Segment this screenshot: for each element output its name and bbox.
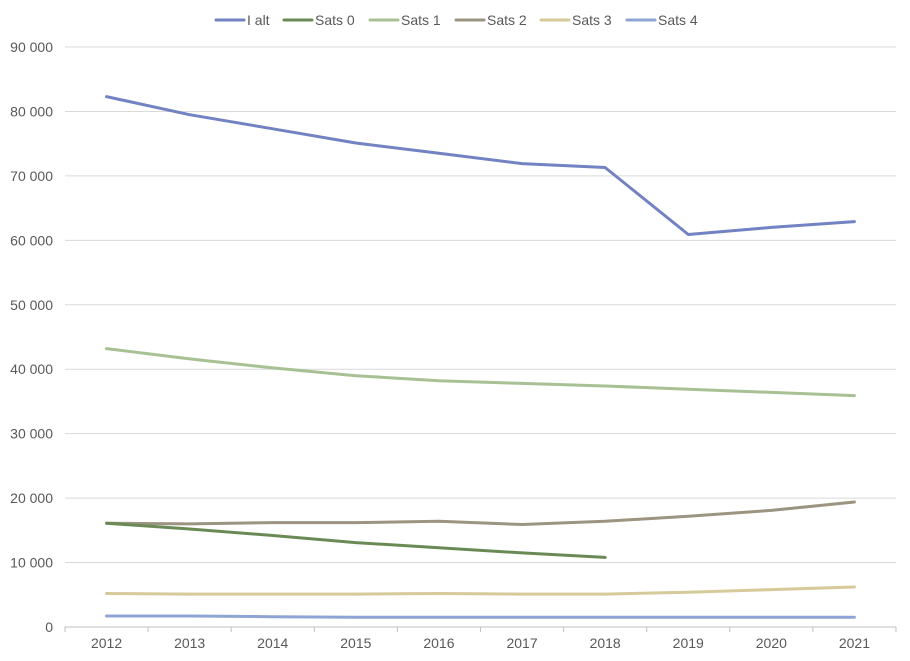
series-line	[105, 521, 607, 559]
series-line	[105, 585, 856, 596]
legend-label: Sats 4	[658, 12, 698, 28]
x-tick-label: 2017	[506, 635, 537, 651]
series-line	[105, 95, 856, 236]
y-tick-label: 80 000	[10, 103, 53, 119]
y-tick-label: 10 000	[10, 555, 53, 571]
series-line	[105, 614, 856, 619]
gridlines	[65, 46, 896, 628]
legend-label: Sats 0	[315, 12, 355, 28]
legend-item: Sats 2	[454, 12, 527, 28]
y-tick-label: 40 000	[10, 361, 53, 377]
x-tick-label: 2015	[340, 635, 371, 651]
y-axis: 0 10 000 20 000 30 000 40 000 50 000 60 000 70 …	[10, 39, 53, 635]
y-tick-label: 30 000	[10, 426, 53, 442]
legend: I alt Sats 0 Sats 1 Sats 2 Sats 3 Sats 4	[214, 12, 698, 28]
legend-item: Sats 3	[539, 12, 612, 28]
x-tick-label: 2018	[590, 635, 621, 651]
legend-label: I alt	[247, 12, 270, 28]
y-tick-label: 70 000	[10, 168, 53, 184]
legend-label: Sats 1	[401, 12, 441, 28]
series-line	[105, 347, 856, 398]
x-tick-label: 2013	[174, 635, 205, 651]
y-tick-label: 90 000	[10, 39, 53, 55]
y-tick-label: 0	[45, 619, 53, 635]
legend-item: Sats 0	[282, 12, 355, 28]
x-tick-label: 2016	[423, 635, 454, 651]
legend-label: Sats 2	[487, 12, 527, 28]
x-tick-label: 2019	[673, 635, 704, 651]
y-tick-label: 20 000	[10, 490, 53, 506]
legend-item: Sats 4	[625, 12, 698, 28]
x-tick-label: 2014	[257, 635, 288, 651]
x-tick-label: 2012	[91, 635, 122, 651]
series-line	[105, 500, 856, 526]
legend-item: Sats 1	[368, 12, 441, 28]
y-tick-label: 60 000	[10, 232, 53, 248]
x-axis: 2012 2013 2014 2015 2016 2017 2018 2019 2020 2021	[64, 627, 897, 651]
legend-label: Sats 3	[572, 12, 612, 28]
legend-item: I alt	[214, 12, 270, 28]
x-tick-label: 2021	[839, 635, 870, 651]
x-tick-label: 2020	[756, 635, 787, 651]
series-lines	[105, 95, 856, 619]
y-tick-label: 50 000	[10, 297, 53, 313]
